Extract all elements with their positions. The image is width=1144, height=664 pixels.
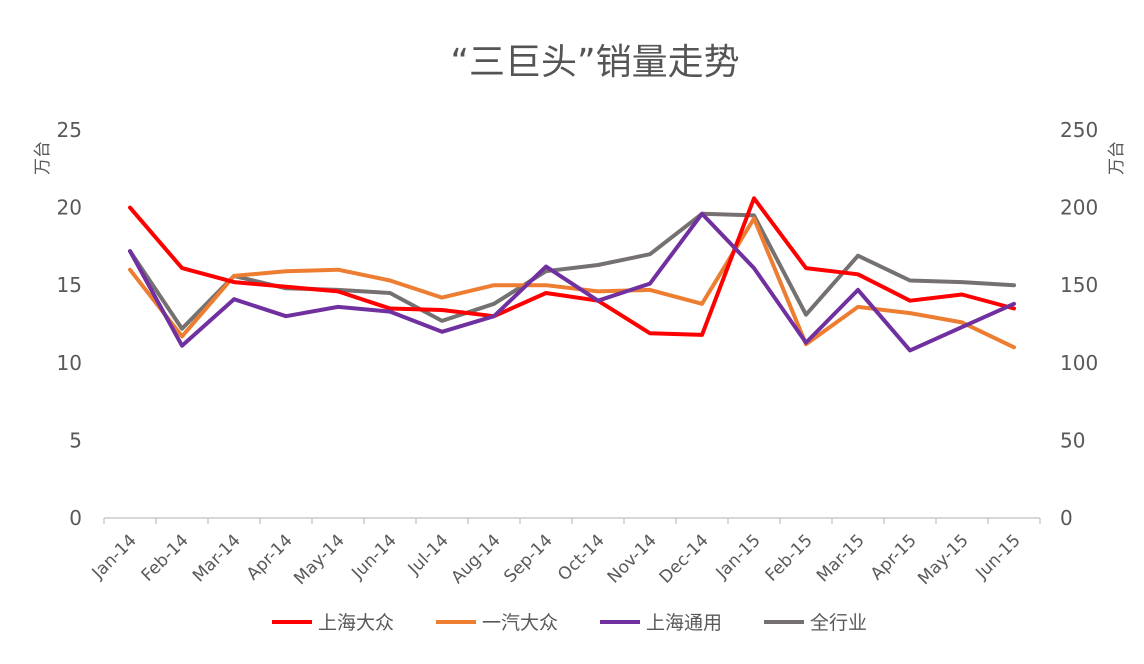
x-tick-label: Dec-14 <box>656 531 713 588</box>
x-tick-label: Sep-14 <box>500 531 556 587</box>
left-y-tick-label: 10 <box>57 351 82 375</box>
left-y-tick-label: 0 <box>69 506 82 530</box>
right-y-tick-label: 200 <box>1060 196 1098 220</box>
legend: 上海大众 一汽大众 上海通用 全行业 <box>272 612 867 634</box>
x-tick-label: Apr-15 <box>867 531 921 585</box>
chart-title: “三巨头”销量走势 <box>450 42 739 83</box>
x-tick-label: Mar-14 <box>189 531 245 587</box>
right-y-tick-label: 0 <box>1060 506 1073 530</box>
series-layer <box>128 196 1016 353</box>
right-axis-unit: 万台 <box>1107 141 1127 175</box>
left-y-tick-label: 5 <box>69 428 82 452</box>
right-y-tick-label: 50 <box>1060 428 1085 452</box>
right-y-tick-label: 150 <box>1060 273 1098 297</box>
x-tick-label: Jun-14 <box>347 531 400 584</box>
x-tick-label: Jan-14 <box>88 531 141 584</box>
x-tick-label: May-15 <box>914 531 972 589</box>
x-tick-label: Jan-15 <box>712 531 765 584</box>
x-tick-label: Feb-15 <box>762 531 817 586</box>
x-tick-label: Aug-14 <box>447 531 504 588</box>
legend-label: 全行业 <box>810 612 867 634</box>
legend-label: 上海通用 <box>646 612 722 634</box>
series-line-1 <box>128 196 1016 337</box>
x-tick-label: Oct-14 <box>554 531 609 586</box>
x-tick-label: Feb-14 <box>138 531 193 586</box>
series-line-3 <box>128 211 1016 353</box>
x-tick-label: Jul-14 <box>404 531 453 580</box>
left-y-tick-label: 15 <box>57 273 82 297</box>
x-tick-label: Jun-15 <box>971 531 1024 584</box>
series-line-2 <box>128 216 1016 350</box>
right-y-tick-label: 100 <box>1060 351 1098 375</box>
left-axis-unit: 万台 <box>33 141 53 175</box>
x-tick-label: Mar-15 <box>813 531 869 587</box>
legend-label: 上海大众 <box>318 612 394 634</box>
legend-label: 一汽大众 <box>482 612 558 634</box>
left-y-tick-label: 20 <box>57 196 82 220</box>
x-tick-label: Nov-14 <box>604 531 661 588</box>
x-tick-label: Apr-14 <box>243 531 297 585</box>
left-y-tick-label: 25 <box>57 118 82 142</box>
x-tick-label: May-14 <box>290 531 348 589</box>
right-y-tick-label: 250 <box>1060 118 1098 142</box>
